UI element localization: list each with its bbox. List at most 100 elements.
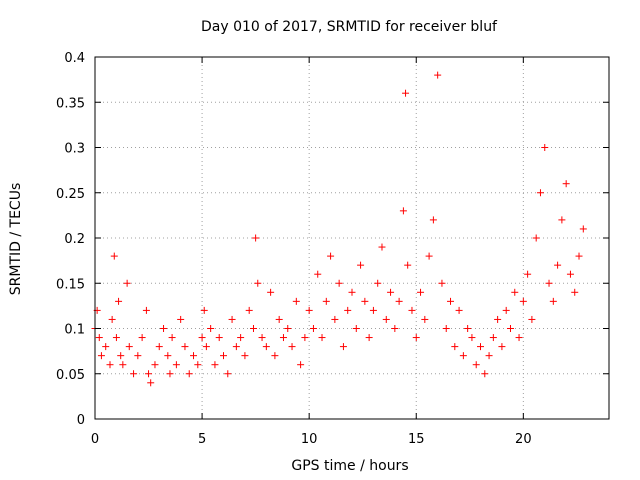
data-point <box>498 343 506 351</box>
data-point <box>399 207 407 215</box>
data-point <box>177 315 185 323</box>
data-point <box>339 343 347 351</box>
y-tick-label: 0.1 <box>64 323 85 338</box>
data-point <box>464 325 472 332</box>
y-tick-label: 0.25 <box>56 187 85 202</box>
data-point <box>185 370 193 378</box>
y-tick-labels: 0 0.05 0.1 0.15 0.2 0.25 0.3 0.35 0.4 <box>56 51 85 428</box>
data-point <box>252 234 260 242</box>
data-point <box>528 315 536 323</box>
data-point <box>524 270 532 278</box>
y-tick-label: 0 <box>77 413 85 428</box>
data-point <box>536 189 544 197</box>
x-tick-label: 10 <box>301 432 318 447</box>
data-point <box>515 334 523 342</box>
data-point <box>95 334 103 342</box>
data-point <box>558 216 566 224</box>
data-point <box>387 288 395 296</box>
data-point <box>447 297 455 305</box>
data-point <box>402 89 410 97</box>
data-point <box>147 379 155 387</box>
data-points <box>91 71 587 387</box>
data-point <box>202 343 210 351</box>
chart-title: Day 010 of 2017, SRMTID for receiver blu… <box>201 19 498 35</box>
y-tick-label: 0.15 <box>56 277 85 292</box>
data-point <box>357 261 365 269</box>
data-point <box>442 325 450 332</box>
data-point <box>305 306 313 314</box>
data-point <box>145 370 153 378</box>
data-point <box>115 297 123 305</box>
data-point <box>532 234 540 242</box>
data-point <box>472 361 480 369</box>
y-tick-label: 0.35 <box>56 96 85 111</box>
data-point <box>224 370 232 378</box>
data-point <box>207 325 215 332</box>
y-tick-label: 0.3 <box>64 142 85 157</box>
data-point <box>425 252 433 260</box>
data-point <box>194 361 202 369</box>
data-point <box>198 334 206 342</box>
data-point <box>477 343 484 351</box>
data-point <box>258 334 266 342</box>
data-point <box>566 270 574 278</box>
data-point <box>275 315 283 323</box>
y-axis-label: SRMTID / TECUs <box>8 183 24 296</box>
data-point <box>327 252 335 260</box>
data-point <box>245 306 253 314</box>
data-point <box>494 315 502 323</box>
data-point <box>404 261 412 269</box>
data-point <box>489 334 497 342</box>
data-point <box>134 352 142 360</box>
data-point <box>97 352 105 360</box>
data-point <box>438 279 446 287</box>
data-point <box>417 288 425 296</box>
data-point <box>249 325 257 332</box>
data-point <box>190 352 198 360</box>
data-point <box>459 352 467 360</box>
x-tick-label: 15 <box>408 432 425 447</box>
data-point <box>138 334 146 342</box>
data-point <box>232 343 240 351</box>
data-point <box>228 315 236 323</box>
y-tick-label: 0.4 <box>64 51 85 66</box>
data-point <box>348 288 356 296</box>
data-point <box>571 288 579 296</box>
data-point <box>365 334 373 342</box>
data-point <box>545 279 553 287</box>
data-point <box>429 216 437 224</box>
data-point <box>468 334 476 342</box>
data-point <box>541 144 549 151</box>
data-point <box>262 343 270 351</box>
data-point <box>168 334 176 342</box>
data-point <box>215 334 223 342</box>
data-point <box>301 334 309 342</box>
data-point <box>200 306 208 314</box>
data-point <box>344 306 352 314</box>
data-point <box>271 352 279 360</box>
data-point <box>237 334 245 342</box>
x-tick-label: 5 <box>198 432 206 447</box>
data-point <box>106 361 114 369</box>
data-point <box>151 361 159 369</box>
data-point <box>382 315 390 323</box>
data-point <box>119 361 127 369</box>
data-point <box>434 71 442 79</box>
data-point <box>155 343 163 351</box>
data-point <box>511 288 519 296</box>
data-point <box>455 306 463 314</box>
data-point <box>485 352 493 360</box>
data-point <box>181 343 189 351</box>
data-point <box>575 252 583 260</box>
data-point <box>267 288 275 296</box>
data-point <box>110 252 118 260</box>
data-point <box>519 297 527 305</box>
data-point <box>549 297 557 305</box>
data-point <box>352 325 360 332</box>
data-point <box>408 306 416 314</box>
data-point <box>451 343 459 351</box>
data-point <box>314 270 322 278</box>
data-point <box>391 325 399 332</box>
data-point <box>164 352 172 360</box>
